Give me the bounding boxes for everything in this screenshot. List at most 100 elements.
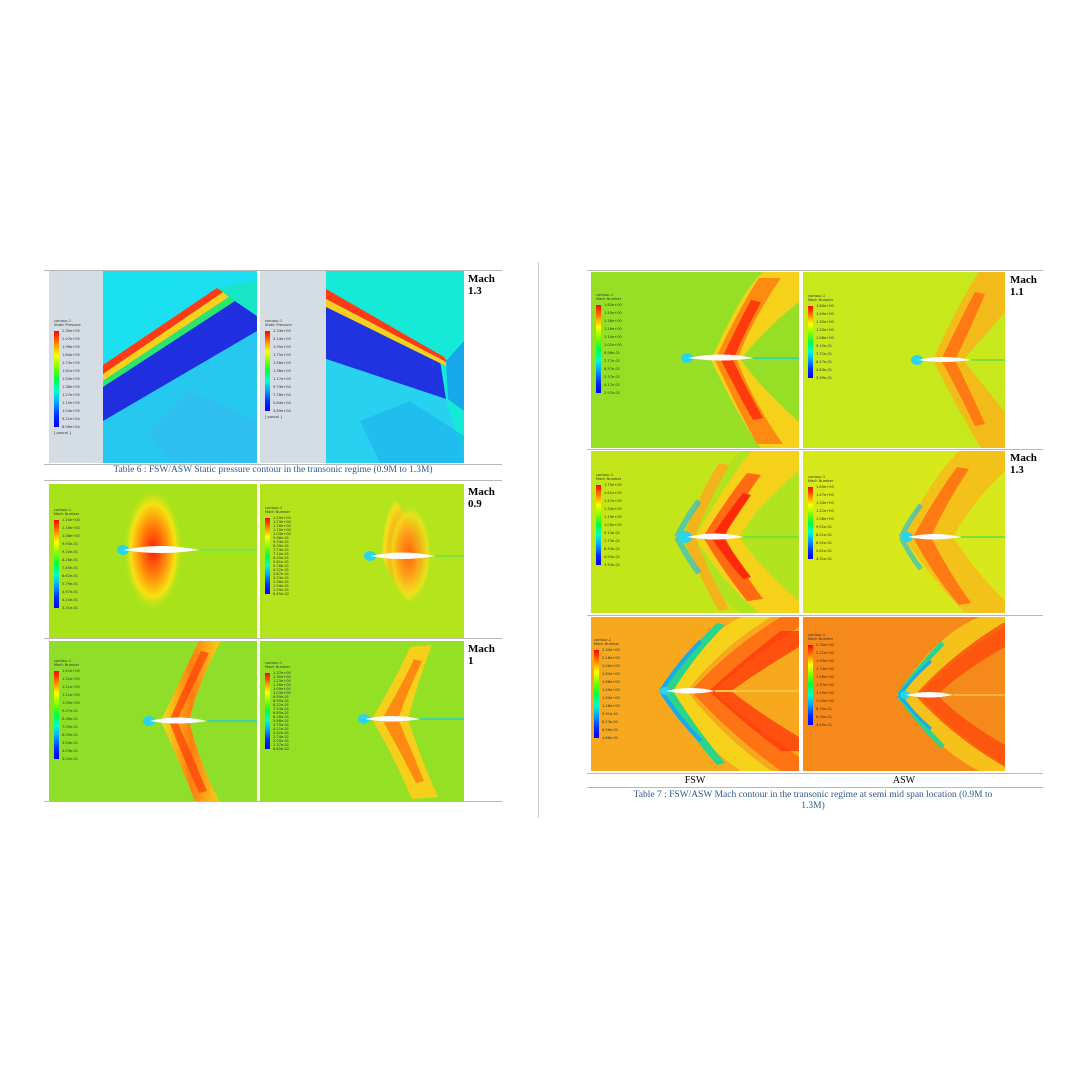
- colorbar-tick-label: 1.37e+00: [816, 683, 834, 687]
- colorbar-tick-label: 2.16e+00: [602, 656, 620, 660]
- colorbar-tick-label: 9.73e+04: [273, 385, 291, 389]
- colorbar-tick-label: 7.74e-01: [273, 548, 290, 552]
- colorbar-tick-label: 2.97e-01: [604, 391, 621, 395]
- colorbar-tick-label: 1.15e+05: [62, 401, 80, 405]
- colorbar-tick-label: 1.74e+00: [816, 667, 834, 671]
- colorbar: [54, 331, 59, 427]
- colorbar-tick-label: 9.68e-01: [273, 536, 290, 540]
- table6-row2-rule: [44, 480, 502, 481]
- colorbar-tick-label: 7.78e+04: [273, 393, 291, 397]
- colorbar-tick-label: 6.56e-01: [602, 728, 619, 732]
- colorbar-tick-label: 4.52e-01: [273, 568, 290, 572]
- colorbar-tick-label: 9.59e-01: [273, 695, 290, 699]
- colorbar-tick-label: 1.61e+05: [62, 369, 80, 373]
- colorbar-tick-label: 1.08e+00: [62, 534, 80, 538]
- colorbar-tick-label: 8.98e-01: [604, 351, 621, 355]
- colorbar-tick-label: 6.85e-01: [273, 711, 290, 715]
- colorbar-tick-label: 1.03e+00: [273, 691, 291, 695]
- colorbar-tick-label: 8.22e-01: [273, 703, 290, 707]
- mach-label-1-1: Mach 1.1: [1010, 274, 1037, 298]
- colorbar-tick-label: 1.30e+00: [273, 675, 291, 679]
- colorbar-tick-label: 8.23e-01: [602, 720, 619, 724]
- colorbar-tick-label: 1.33e+00: [602, 696, 620, 700]
- mach-label-0-9: Mach 0.9: [468, 486, 495, 510]
- mach-label-1-3-t7: Mach 1.3: [1010, 452, 1037, 476]
- colorbar-tick-label: 3.23e-01: [273, 576, 290, 580]
- colorbar-tick-label: 7.73e-01: [604, 539, 621, 543]
- contour-r3-fsw: [591, 617, 799, 771]
- colorbar-tick-label: 6.30e-01: [816, 715, 833, 719]
- colorbar-tick-label: 1.96e+05: [62, 345, 80, 349]
- colorbar-tick-label: 1.23e+00: [273, 679, 291, 683]
- colorbar-tick-label: 1.83e+00: [602, 672, 620, 676]
- colorbar-tick-label: 5.37e-01: [604, 375, 621, 379]
- legend-r3-asw: contour-1 Mach Number 2.30e+00 2.11e+00 1.9…: [808, 633, 834, 727]
- legend-unit: [ pascal ]: [265, 415, 282, 419]
- colorbar: [808, 306, 813, 378]
- col-header-fsw: FSW: [684, 775, 706, 786]
- contour-r2-asw: [803, 451, 1005, 613]
- colorbar-tick-label: 2.33e+05: [273, 329, 291, 333]
- colorbar-tick-label: 2.11e+00: [816, 651, 834, 655]
- colorbar-tick-label: 1.14e+00: [604, 335, 622, 339]
- colorbar-tick-label: 2.30e+00: [816, 643, 834, 647]
- colorbar-tick-label: 1.37e-01: [273, 743, 290, 747]
- legend-title: contour-1 Mach Number: [596, 293, 622, 301]
- table7-caption-line1: Table 7 : FSW/ASW Mach contour in the tr…: [633, 790, 993, 800]
- legend-r1-asw: contour-1 Mach Number 1.64e+00 1.49e+00 1.3…: [808, 294, 834, 380]
- colorbar-tick-label: 4.11e-01: [273, 727, 290, 731]
- colorbar-tick-label: 4.03e-01: [62, 749, 79, 753]
- colorbar-tick-label: 1.16e+00: [62, 526, 80, 530]
- colorbar-tick-label: 9.93e-01: [62, 542, 79, 546]
- colorbar-tick-label: 5.84e+04: [273, 401, 291, 405]
- colorbar-tick-label: 1.75e+05: [273, 353, 291, 357]
- contour-r3-asw: [803, 617, 1005, 771]
- legend-r2-fsw: contour-1 Mach Number 1.75e+00 1.61e+00 1.4…: [596, 473, 622, 567]
- colorbar-tick-label: 1.26e+00: [604, 327, 622, 331]
- colorbar-tick-label: 3.39e-01: [816, 376, 833, 380]
- colorbar-tick-label: 8.28e-01: [62, 558, 79, 562]
- colorbar-tick-label: 1.61e+00: [604, 491, 622, 495]
- contour-m09-fsw: [49, 484, 257, 638]
- legend-title: contour-1 Static Pressure: [54, 319, 81, 327]
- colorbar-tick-label: 1.33e+00: [604, 507, 622, 511]
- colorbar-tick-label: 9.91e-01: [602, 712, 619, 716]
- colorbar-tick-label: 1.64e+00: [816, 304, 834, 308]
- colorbar-tick-label: 5.04e-01: [62, 741, 79, 745]
- colorbar: [808, 645, 813, 725]
- colorbar-tick-label: 2.14e+05: [273, 337, 291, 341]
- legend-m10-asw: contour-1 Mach Number 1.37e+00 1.30e+00 1.2…: [265, 661, 291, 751]
- colorbar: [265, 331, 270, 411]
- colorbar-tick-label: 1.75e+00: [604, 483, 622, 487]
- colorbar-tick-label: 1.03e+00: [273, 532, 291, 536]
- legend-title: contour-1 Mach Number: [808, 475, 834, 483]
- colorbar-tick-label: 1.73e+05: [62, 361, 80, 365]
- colorbar-tick-label: 4.83e-01: [816, 368, 833, 372]
- colorbar-tick-label: 4.93e-01: [604, 555, 621, 559]
- legend-r3-fsw: contour-1 Mach Number 2.33e+00 2.16e+00 2.0…: [594, 638, 620, 740]
- table7-caption-line2: 1.3M): [801, 801, 825, 811]
- colorbar-tick-label: 6.45e-02: [273, 592, 290, 596]
- legend-r1-fsw: contour-1 Mach Number 1.62e+00 1.50e+00 1.3…: [596, 293, 622, 395]
- colorbar-tick-label: 4.14e-01: [62, 598, 79, 602]
- legend-m10-fsw: contour-1 Mach Number 1.41e+00 1.31e+00 1.2…: [54, 659, 80, 761]
- colorbar-tick-label: 7.53e-01: [273, 707, 290, 711]
- colorbar-tick-label: 1.16e+00: [273, 524, 291, 528]
- colorbar-tick-label: 9.21e+04: [62, 417, 80, 421]
- legend-title: contour-1 Static Pressure: [265, 319, 292, 327]
- colorbar-tick-label: 3.42e-01: [273, 731, 290, 735]
- contour-p13-asw: [260, 271, 464, 463]
- colorbar-tick-label: 7.45e-01: [62, 566, 79, 570]
- colorbar-tick-label: 6.05e-01: [62, 733, 79, 737]
- colorbar-tick-label: 5.79e-01: [62, 582, 79, 586]
- colorbar-tick-label: 1.04e+05: [62, 409, 80, 413]
- legend-p13-asw: contour-1 Static Pressure 2.33e+05 2.14e+0…: [265, 319, 292, 419]
- colorbar-tick-label: 6.85e-02: [273, 747, 290, 751]
- colorbar: [54, 520, 59, 608]
- colorbar-tick-label: 7.10e-01: [273, 552, 290, 556]
- colorbar-tick-label: 4.88e-01: [602, 736, 619, 740]
- colorbar-tick-label: 4.17e-01: [604, 383, 621, 387]
- colorbar-tick-label: 1.17e+05: [273, 377, 291, 381]
- colorbar-tick-label: 7.71e-01: [816, 352, 833, 356]
- colorbar-tick-label: 5.61e-01: [816, 549, 833, 553]
